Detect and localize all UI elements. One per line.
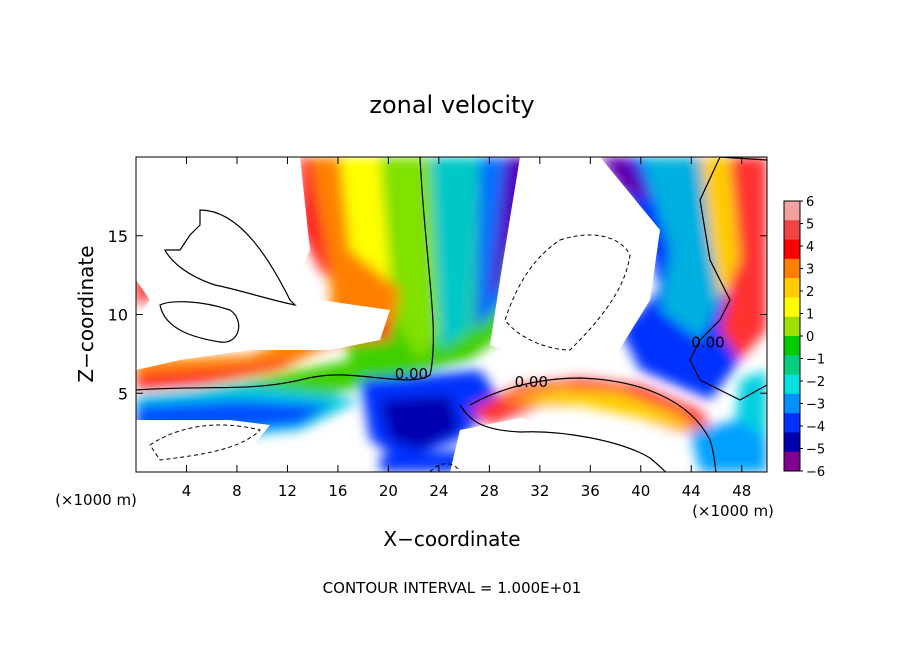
x-tick-label: 24 (429, 482, 448, 500)
contour-labels: 0.00 0.00 0.00 (395, 334, 725, 391)
colorbar-tick-label: 1 (806, 308, 814, 323)
colorbar-segment (784, 297, 800, 318)
x-tick-label: 4 (182, 482, 192, 500)
x-axis-label: X−coordinate (383, 527, 520, 551)
x-tick-label: 40 (631, 482, 650, 500)
x-tick-label: 8 (232, 482, 242, 500)
colorbar-tick-label: 0 (806, 330, 814, 345)
colorbar-tick-label: 5 (806, 218, 814, 233)
chart-title: zonal velocity (369, 91, 534, 119)
velocity-field (136, 157, 767, 472)
colorbar-tick-label: 4 (806, 240, 814, 255)
colorbar-tick-label: −5 (806, 443, 825, 458)
colorbar-segment (784, 220, 800, 241)
y-tick-label: 10 (108, 306, 128, 325)
colorbar-segment (784, 258, 800, 279)
colorbar-segment (784, 316, 800, 337)
x-tick-label: 28 (480, 482, 499, 500)
x-tick-label: 12 (278, 482, 297, 500)
x-tick-label: 20 (379, 482, 398, 500)
colorbar-segment (784, 374, 800, 395)
colorbar-tick-label: −3 (806, 398, 825, 413)
contour-label: 0.00 (395, 365, 428, 383)
colorbar-tick-label: −4 (806, 420, 825, 435)
colorbar-segment (784, 413, 800, 433)
colorbar-tick-label: 2 (806, 285, 814, 300)
colorbar-tick-label: 3 (806, 263, 814, 278)
colorbar-segment (784, 336, 800, 356)
y-axis: 5 10 15 (108, 227, 767, 403)
colorbar-segment (784, 355, 800, 376)
colorbar-segment (784, 393, 800, 414)
x-unit-left: (×1000 m) (55, 491, 137, 509)
contour-label: 0.00 (515, 373, 548, 391)
x-axis: 4 8 12 16 20 24 28 32 36 40 44 48 (182, 157, 751, 500)
x-tick-label: 44 (682, 482, 701, 500)
colorbar: 6 5 4 3 2 1 0 −1 −2 −3 −4 −5 −6 (783, 195, 825, 480)
y-tick-label: 15 (108, 227, 128, 246)
contour-interval-note: CONTOUR INTERVAL = 1.000E+01 (323, 579, 582, 597)
colorbar-segment (784, 239, 800, 260)
colorbar-segment (784, 451, 800, 472)
contour-label: 0.00 (691, 334, 724, 352)
colorbar-segment (784, 201, 800, 221)
colorbar-segment (784, 278, 800, 298)
x-tick-label: 48 (732, 482, 751, 500)
x-tick-label: 16 (328, 482, 347, 500)
colorbar-segment (784, 432, 800, 453)
x-unit-right: (×1000 m) (692, 502, 774, 520)
colorbar-tick-label: −2 (806, 375, 825, 390)
x-tick-label: 36 (581, 482, 600, 500)
colorbar-tick-label: 6 (806, 195, 814, 210)
colorbar-tick-label: −6 (806, 465, 825, 480)
colorbar-tick-label: −1 (806, 353, 825, 368)
y-axis-label: Z−coordinate (74, 245, 98, 382)
x-tick-label: 32 (530, 482, 549, 500)
y-tick-label: 5 (118, 384, 128, 403)
